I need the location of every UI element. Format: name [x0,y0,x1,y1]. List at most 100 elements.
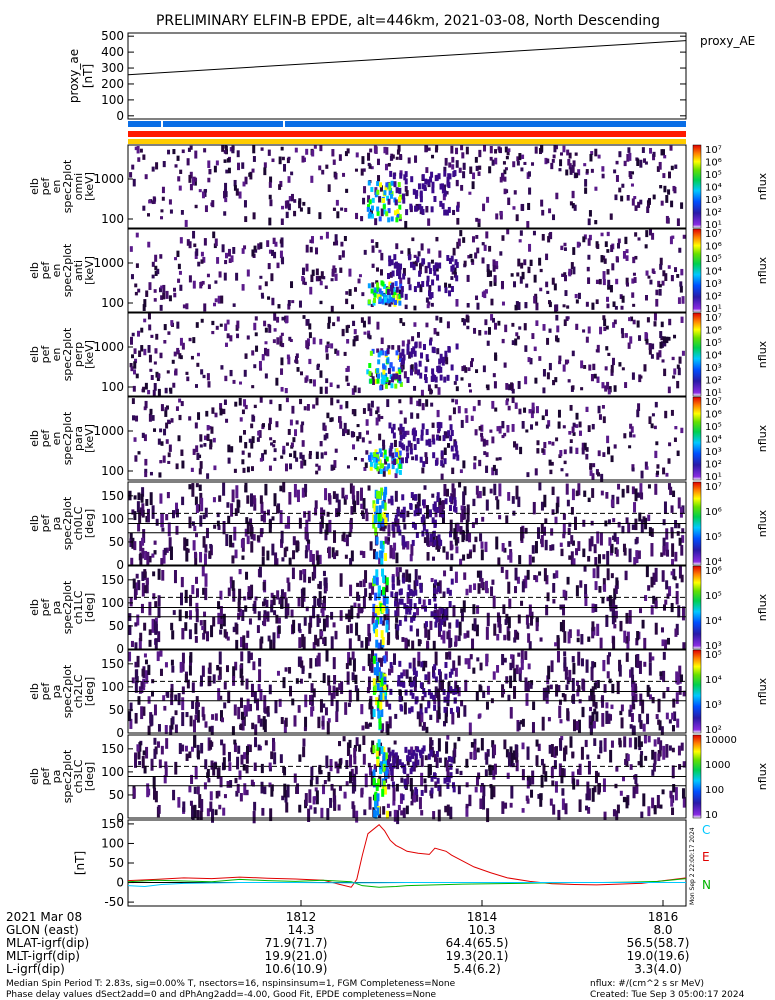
spectrogram-cell [676,380,680,389]
spectrogram-cell [545,424,549,429]
spectrogram-cell [322,673,326,684]
spectrogram-cell [167,522,171,537]
spectrogram-ylabel-line: [keV] [83,340,96,369]
spectrogram-cloud-cell [390,769,394,776]
spectrogram-cell [243,245,247,250]
spectrogram-cell [444,805,448,813]
spectrogram-cell [411,237,415,242]
spectrogram-cloud-cell [448,601,452,608]
spectrogram-cell [250,541,254,553]
spectrogram-cell [610,364,614,373]
spectrogram-cell [411,336,415,342]
spectrogram-cell [658,350,662,358]
spectrogram-cell [531,770,535,785]
spectrogram-cell [455,160,459,168]
spectrogram-cell [309,379,313,384]
spectrogram-cell [568,163,572,170]
spectrogram-cell [203,435,207,441]
spectrogram-cell [436,263,440,268]
spectrogram-cell [329,759,333,772]
spectrogram-cell [287,582,291,592]
spectrogram-cell [178,414,182,421]
spectrogram-cloud-cell [404,615,408,622]
spectrogram-cell [382,439,386,447]
spectrogram-cell [360,704,364,715]
spectrogram-cell [455,546,459,554]
spectrogram-cell [386,540,390,545]
spectrogram-cell [183,537,187,550]
spectrogram-cell [655,714,659,720]
ae-ylabel-line: [nT] [81,64,95,88]
spectrogram-cell [480,432,484,437]
spectrogram-event-cell [377,592,381,601]
spectrogram-cell [265,599,269,608]
spectrogram-cell [528,243,532,252]
spectrogram-cell [455,299,459,307]
spectrogram-cell [498,148,502,153]
spectrogram-cell [364,570,368,584]
spectrogram-cell [273,328,277,332]
spectrogram-cell [587,636,591,642]
spectrogram-cell [453,748,457,758]
spectrogram-cloud-cell [432,452,436,459]
spectrogram-cell [631,278,635,284]
spectrogram-cell [638,744,642,751]
spectrogram-cell [657,737,661,745]
spectrogram-cell [653,313,657,321]
spectrogram-cell [288,557,292,567]
spectrogram-cell [560,468,564,472]
spectrogram-cell [291,300,295,304]
spectrogram-cell [138,637,142,650]
spectrogram-cell [575,412,579,420]
spectrogram-cell [325,615,329,628]
spectrogram-cloud-cell [409,448,413,455]
spectrogram-cell [622,796,626,803]
spectrogram-cell [637,761,641,766]
spectrogram-cell [583,163,587,167]
spectrogram-cell [585,453,589,460]
spectrogram-cloud-cell [414,494,418,501]
spectrogram-cell [261,423,265,428]
spectrogram-cell [369,148,373,153]
spectrogram-cell [454,635,458,646]
spectrogram-cell [598,278,602,285]
spectrogram-cloud-cell [441,359,445,366]
spectrogram-cell [200,798,204,812]
spectrogram-cell [345,298,349,305]
spectrogram-cell [262,510,266,523]
spectrogram-cell [474,252,478,259]
spectrogram-cloud-cell [414,362,418,369]
spectrogram-cell [586,754,590,760]
spectrogram-cell [282,445,286,454]
spectrogram-cell [137,745,141,760]
spectrogram-cell [435,315,439,321]
spectrogram-cell [571,677,575,692]
spectrogram-cell [259,689,263,701]
spectrogram-event-cell [377,352,381,358]
spectrogram-cell [425,167,429,173]
spectrogram-cell [513,668,517,682]
spectrogram-cell [144,585,148,594]
spectrogram-cell [448,283,452,288]
spectrogram-cell [286,157,290,164]
spectrogram-cell [504,619,508,626]
spectrogram-event-cell [382,763,386,772]
spectrogram-cell [184,622,188,631]
spectrogram-ytick-label: 50 [109,788,124,802]
spectrogram-cloud-cell [390,591,394,598]
spectrogram-cell [482,438,486,447]
spectrogram-cell [607,284,611,290]
spectrogram-cell [367,333,371,339]
spectrogram-cloud-cell [429,692,433,699]
spectrogram-cell [275,614,279,624]
spectrogram-cell [216,664,220,671]
spectrogram-cloud-cell [400,762,404,769]
spectrogram-cell [519,230,523,236]
col1-mlat: 71.9(71.7) [265,936,328,950]
spectrogram-cell [646,206,650,214]
spectrogram-cell [666,549,670,557]
spectrogram-cell [384,536,388,544]
spectrogram-cell [527,633,531,643]
spectrogram-cell [212,616,216,627]
spectrogram-cloud-cell [450,430,454,437]
